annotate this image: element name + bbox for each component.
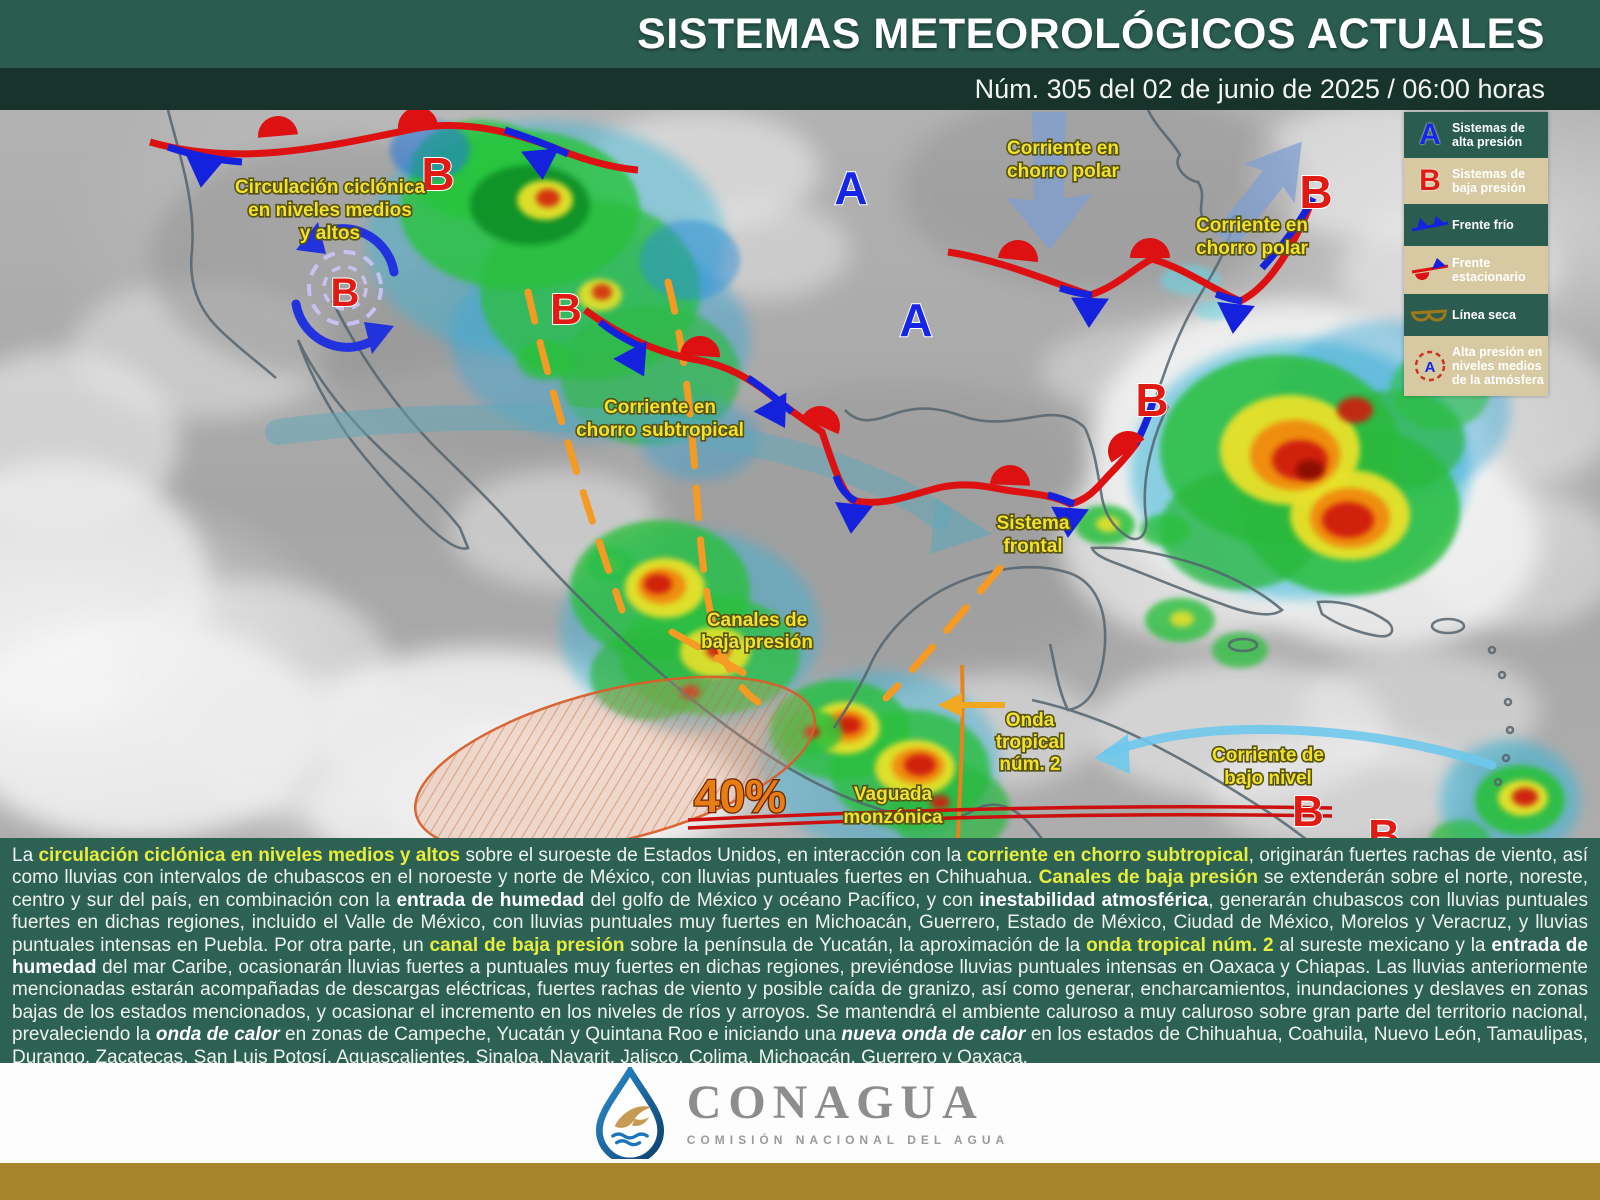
eagle-glyph [614, 1106, 651, 1128]
map-labels: Circulación ciclónica en niveles medios … [233, 136, 1325, 829]
polar-jet-arrow-down [1006, 112, 1092, 250]
monsoon-trough-line [687, 805, 1333, 830]
label-subtropical-jet: Corriente en [604, 397, 716, 418]
legend-item-high-pressure: A Sistemas de alta presión [1404, 112, 1548, 158]
label-polar-jet-north: Corriente en [1007, 138, 1119, 159]
svg-text:frontal: frontal [1003, 536, 1062, 557]
low-pressure-marker: B [421, 148, 454, 200]
svg-text:chorro polar: chorro polar [1007, 161, 1120, 182]
conagua-subtitle: COMISIÓN NACIONAL DEL AGUA [686, 1133, 1010, 1147]
header-bar: SISTEMAS METEOROLÓGICOS ACTUALES [0, 0, 1600, 68]
label-monsoon-trough: Vaguada [854, 784, 933, 805]
svg-text:tropical: tropical [996, 732, 1065, 753]
bulletin-number: Núm. 305 del 02 de junio de 2025 / 06:00… [974, 73, 1545, 104]
cold-front-icon [1411, 216, 1449, 232]
high-pressure-icon: A [1419, 118, 1441, 151]
legend-item-cold-front: Frente frío [1404, 204, 1548, 246]
legend-item-low-pressure: B Sistemas de baja presión [1404, 158, 1548, 204]
low-pressure-channels [524, 278, 1004, 706]
low-pressure-marker: B [1135, 374, 1168, 426]
svg-text:núm. 2: núm. 2 [999, 754, 1060, 775]
satellite-map: B B B B B B B A A Circulación ciclónica … [0, 110, 1600, 838]
label-low-pressure-channels: Canales de [707, 610, 807, 631]
low-pressure-marker: B [1292, 787, 1324, 836]
label-polar-jet-east: Corriente en [1196, 215, 1308, 236]
svg-text:chorro polar: chorro polar [1196, 238, 1309, 259]
subheader-bar: Núm. 305 del 02 de junio de 2025 / 06:00… [0, 68, 1600, 110]
label-low-level-jet: Corriente de [1212, 745, 1324, 766]
svg-text:en niveles medios: en niveles medios [248, 200, 412, 221]
bulletin-panel: La circulación ciclónica en niveles medi… [0, 838, 1600, 1068]
map-canvas: B B B B B B B A A Circulación ciclónica … [0, 110, 1600, 838]
low-pressure-marker: B [331, 271, 360, 315]
low-level-jet-arrow [1103, 724, 1497, 770]
stationary-front-icon [1411, 258, 1449, 281]
probability-zone [414, 675, 816, 838]
subtropical-jet-arrowhead [930, 498, 992, 554]
legend: A Sistemas de alta presión B Sistemas de… [1404, 112, 1548, 396]
svg-text:y altos: y altos [300, 223, 360, 244]
conagua-wordmark: CONAGUA [686, 1076, 984, 1129]
low-pressure-marker: B [1368, 811, 1400, 838]
mid-level-high-icon: A [1414, 350, 1446, 382]
footer: CONAGUA COMISIÓN NACIONAL DEL AGUA [0, 1063, 1600, 1163]
conagua-logo-block: CONAGUA COMISIÓN NACIONAL DEL AGUA [591, 1067, 1009, 1159]
label-tropical-wave: Onda [1006, 710, 1055, 731]
legend-item-dry-line: Línea seca [1404, 294, 1548, 336]
low-pressure-marker: B [1299, 166, 1332, 218]
svg-text:chorro subtropical: chorro subtropical [576, 420, 744, 441]
legend-item-stationary-front: Frente estacionario [1404, 246, 1548, 294]
legend-item-mid-level-high: A Alta presión en niveles medios de la a… [1404, 336, 1548, 396]
cyclonic-circulation-symbol [291, 222, 399, 354]
low-pressure-icon: B [1419, 164, 1441, 197]
gold-bottom-bar [0, 1163, 1600, 1200]
pressure-markers: B B B B B B B A A [330, 147, 1401, 838]
bulletin-text: La circulación ciclónica en niveles medi… [12, 845, 1588, 1068]
polar-jet-arrow-northeast [1214, 141, 1302, 249]
page-title: SISTEMAS METEOROLÓGICOS ACTUALES [637, 9, 1545, 58]
high-pressure-marker: A [834, 162, 867, 214]
svg-text:bajo nivel: bajo nivel [1224, 768, 1312, 789]
label-cyclonic-circulation: Circulación ciclónica [235, 177, 425, 198]
jet-streams [265, 112, 1497, 774]
low-pressure-marker: B [550, 285, 582, 334]
fronts [149, 110, 1317, 540]
label-frontal-system: Sistema [997, 513, 1070, 534]
svg-text:baja presión: baja presión [701, 632, 813, 653]
label-probability-40: 40% [694, 770, 786, 822]
high-pressure-marker: A [899, 294, 932, 346]
svg-text:monzónica: monzónica [843, 807, 943, 828]
conagua-drop-logo [595, 1067, 664, 1159]
subtropical-jet-band [265, 404, 951, 529]
svg-text:A: A [1425, 359, 1436, 376]
dry-line-icon [1410, 309, 1448, 322]
